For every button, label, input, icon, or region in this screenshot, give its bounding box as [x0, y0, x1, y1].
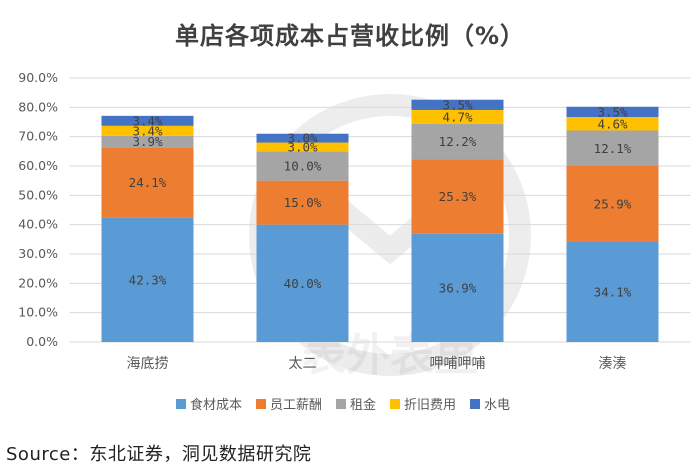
- bar-segment: [256, 180, 349, 225]
- data-label: 4.6%: [597, 116, 628, 131]
- bar-segment: [566, 106, 659, 118]
- data-label: 25.9%: [594, 196, 632, 211]
- bar-segment: [411, 99, 504, 110]
- legend-label: 租金: [350, 397, 376, 413]
- data-label: 12.1%: [594, 141, 632, 156]
- bars: [101, 99, 659, 342]
- chart-title: 单店各项成本占营收比例（%）: [175, 22, 525, 50]
- y-tick-label: 40.0%: [18, 217, 58, 232]
- data-label: 3.5%: [597, 104, 628, 119]
- legend-label: 食材成本: [190, 397, 242, 413]
- x-category-label: 呷哺呷哺: [430, 356, 486, 372]
- bar-segment: [101, 135, 194, 148]
- y-tick-label: 60.0%: [18, 158, 58, 173]
- legend-swatch: [470, 399, 480, 409]
- bar-segment: [411, 123, 504, 160]
- bar-segment: [411, 233, 504, 342]
- legend: 食材成本 员工薪酬 租金 折旧费用 水电: [176, 397, 510, 413]
- x-axis-categories: 海底捞 太二 呷哺呷哺 湊湊: [127, 355, 627, 372]
- data-label: 3.0%: [287, 139, 318, 154]
- source-note: Source：东北证券，洞见数据研究院: [6, 444, 312, 465]
- bar-segment: [566, 241, 659, 342]
- bar-segment: [566, 166, 659, 242]
- bar-segment: [101, 115, 194, 126]
- x-category-label: 湊湊: [599, 355, 627, 372]
- y-tick-label: 80.0%: [18, 99, 58, 114]
- y-tick-label: 90.0%: [18, 70, 58, 85]
- data-label: 34.1%: [594, 284, 632, 299]
- bar-segment: [566, 117, 659, 131]
- bar-segment: [256, 133, 349, 143]
- data-label: 3.5%: [442, 97, 473, 112]
- y-tick-label: 30.0%: [18, 246, 58, 261]
- bar-segment: [256, 224, 349, 342]
- data-label: 4.7%: [442, 109, 473, 124]
- bar-segment: [101, 125, 194, 136]
- y-tick-label: 50.0%: [18, 187, 58, 202]
- y-axis-ticks: 0.0% 10.0% 20.0% 30.0% 40.0% 50.0% 60.0% 70.0% 8…: [18, 70, 58, 349]
- data-label: 24.1%: [129, 175, 167, 190]
- x-category-label: 海底捞: [127, 356, 169, 372]
- bar-segment: [566, 130, 659, 166]
- bar-segment: [411, 109, 504, 124]
- bar-segment: [256, 142, 349, 152]
- data-label: 42.3%: [129, 272, 167, 287]
- data-label: 12.2%: [439, 134, 477, 149]
- y-tick-label: 70.0%: [18, 129, 58, 144]
- data-label: 10.0%: [284, 159, 322, 174]
- data-label: 3.0%: [287, 131, 318, 146]
- legend-label: 员工薪酬: [270, 398, 322, 413]
- legend-swatch: [176, 399, 186, 409]
- legend-swatch: [256, 399, 266, 409]
- x-category-label: 太二: [289, 356, 317, 372]
- data-label: 3.4%: [132, 113, 163, 128]
- y-tick-label: 10.0%: [18, 305, 58, 320]
- data-label: 15.0%: [284, 195, 322, 210]
- data-label: 40.0%: [284, 276, 322, 291]
- legend-label: 折旧费用: [404, 398, 456, 413]
- y-tick-label: 20.0%: [18, 275, 58, 290]
- data-label: 3.9%: [132, 134, 163, 149]
- bar-segment: [411, 159, 504, 234]
- data-labels: 42.3%24.1%3.9%3.4%3.4%40.0%15.0%10.0%3.0…: [129, 97, 632, 299]
- legend-label: 水电: [484, 398, 510, 413]
- bar-segment: [101, 217, 194, 342]
- bar-segment: [256, 151, 349, 181]
- bar-segment: [101, 147, 194, 218]
- legend-swatch: [336, 399, 346, 409]
- legend-swatch: [390, 399, 400, 409]
- data-label: 3.4%: [132, 123, 163, 138]
- y-tick-label: 0.0%: [26, 334, 58, 349]
- data-label: 25.3%: [439, 189, 477, 204]
- data-label: 36.9%: [439, 280, 477, 295]
